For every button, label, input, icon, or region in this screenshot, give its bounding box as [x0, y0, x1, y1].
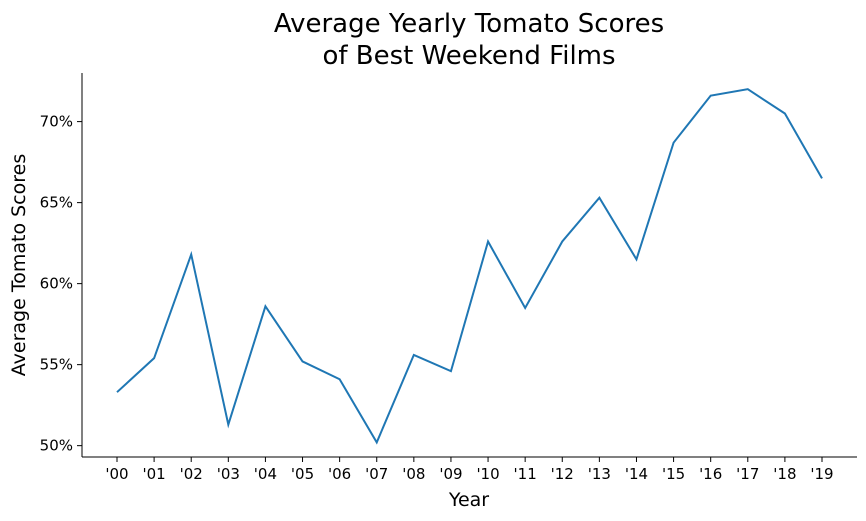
series-line — [116, 88, 823, 445]
x-axis-title: Year — [448, 489, 489, 511]
x-tick-label: '01 — [142, 465, 165, 483]
y-tick-label: 70% — [40, 113, 73, 131]
x-tick-label: '06 — [328, 465, 351, 483]
x-tick-label: '13 — [588, 465, 611, 483]
x-tick-label: '07 — [365, 465, 388, 483]
x-tick-label: '10 — [476, 465, 499, 483]
x-tick-label: '03 — [217, 465, 240, 483]
x-tick-label: '18 — [773, 465, 796, 483]
x-tick-label: '15 — [662, 465, 685, 483]
y-axis-ticks: 50% 55% 60% 65% 70% — [40, 113, 82, 455]
x-tick-label: '00 — [105, 465, 128, 483]
x-tick-label: '14 — [625, 465, 648, 483]
x-tick-label: '17 — [736, 465, 759, 483]
x-tick-label: '11 — [514, 465, 537, 483]
x-tick-label: '04 — [254, 465, 277, 483]
y-tick-label: 65% — [40, 194, 73, 212]
x-tick-label: '19 — [810, 465, 833, 483]
y-axis-title: Average Tomato Scores — [8, 154, 30, 376]
x-axis-ticks: '00 '01 '02 '03 '04 '05 '06 '07 '08 '09 '10 '11 '12 '… — [105, 457, 834, 483]
y-tick-label: 50% — [40, 437, 73, 455]
x-tick-label: '05 — [291, 465, 314, 483]
x-tick-label: '08 — [402, 465, 425, 483]
chart-title: Average Yearly Tomato Scores of Best Wee… — [274, 9, 664, 71]
x-tick-label: '09 — [439, 465, 462, 483]
x-tick-label: '02 — [180, 465, 203, 483]
x-tick-label: '16 — [699, 465, 722, 483]
x-tick-label: '12 — [551, 465, 574, 483]
chart-title-line-2: of Best Weekend Films — [322, 41, 615, 71]
chart-title-line-1: Average Yearly Tomato Scores — [274, 9, 664, 39]
y-tick-label: 55% — [40, 356, 73, 374]
y-tick-label: 60% — [40, 275, 73, 293]
